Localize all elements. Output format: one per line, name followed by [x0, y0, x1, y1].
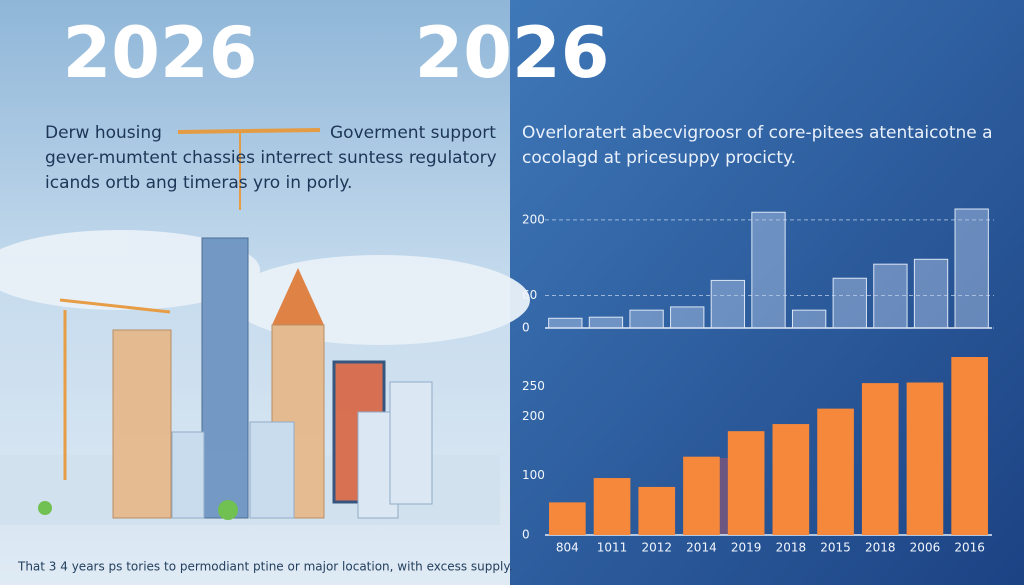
- year: 2026: [63, 12, 258, 94]
- bar: [751, 211, 786, 329]
- bar: [913, 258, 949, 329]
- bar: [817, 408, 854, 535]
- y-tick-label: 250: [522, 379, 545, 393]
- text-line: Goverment support: [330, 123, 496, 143]
- bar: [954, 208, 989, 329]
- bar: [861, 383, 899, 535]
- x-tick-label: 2015: [820, 541, 851, 555]
- x-tick-label: 2012: [641, 541, 672, 555]
- x-tick-label: 2018: [776, 541, 807, 555]
- text-line: gever-mumtent chassies interrect suntess…: [45, 148, 497, 168]
- text-line: Overloratert abecvigroosr of core-pitees…: [522, 123, 993, 143]
- bar: [906, 382, 944, 535]
- footer: That 3 4 years ps tories to permodiant p…: [17, 560, 513, 574]
- x-tick-label: 2019: [731, 541, 762, 555]
- x-tick-label: 1011: [597, 541, 628, 555]
- bar: [951, 357, 988, 535]
- y-tick-label: 0: [522, 321, 530, 335]
- bar: [593, 478, 631, 535]
- x-tick-label: 2006: [910, 541, 941, 555]
- bar: [549, 502, 586, 535]
- x-tick-label: 2014: [686, 541, 717, 555]
- city: [0, 128, 530, 525]
- x-tick-label: 2016: [954, 541, 985, 555]
- text-line: cocolagd at pricesuppy procicty.: [522, 148, 796, 168]
- y-tick-label: 200: [522, 409, 545, 423]
- bar: [638, 486, 676, 535]
- bar: [772, 424, 810, 535]
- y-tick-label: 200: [522, 212, 545, 226]
- year: 2026: [415, 12, 610, 94]
- bar: [588, 316, 624, 329]
- y-tick-label: 100: [522, 468, 545, 482]
- bar: [873, 263, 908, 329]
- x-tick-label: 2018: [865, 541, 896, 555]
- bar: [548, 317, 583, 329]
- y-tick-label: 60: [522, 288, 537, 302]
- bar: [710, 279, 746, 329]
- text-line: icands ortb ang timeras yro in porly.: [45, 173, 352, 193]
- bar: [670, 306, 705, 329]
- bar: [629, 309, 664, 329]
- bar: [832, 277, 867, 329]
- y-tick-label: 0: [522, 528, 530, 542]
- bar: [727, 431, 765, 535]
- text-line: Derw housing: [45, 123, 162, 143]
- x-tick-label: 804: [556, 541, 579, 555]
- bar: [791, 309, 827, 329]
- bar: [683, 456, 720, 535]
